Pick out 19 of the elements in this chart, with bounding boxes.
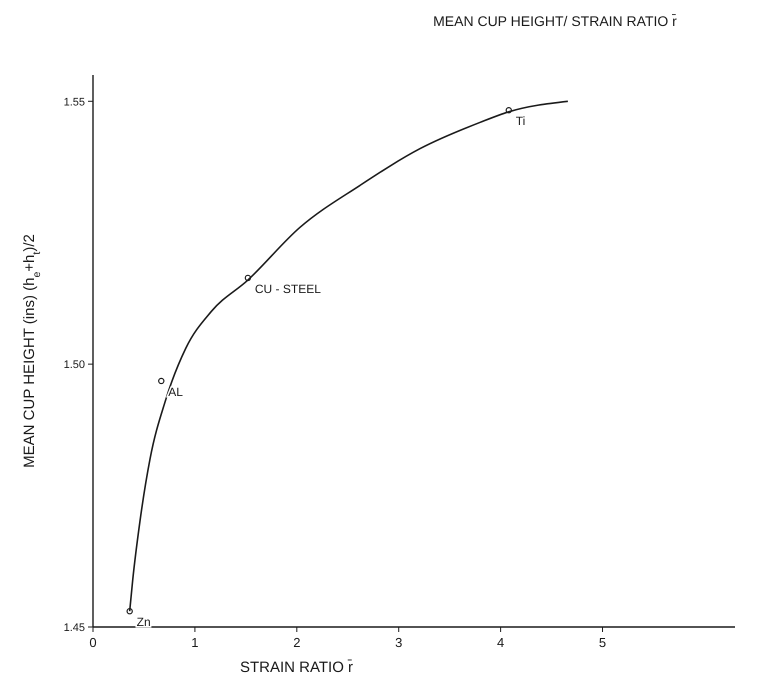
chart-title: MEAN CUP HEIGHT/ STRAIN RATIO r̄ [433,13,678,29]
y-tick-label: 1.50 [64,359,85,372]
y-tick-label: 1.45 [64,622,85,634]
x-tick-label: 1 [191,635,199,650]
x-tick-label: 5 [598,635,606,650]
x-tick-label: 4 [497,635,504,650]
annotation: Zn [136,615,151,630]
x-tick-label: 0 [89,635,97,650]
point [506,107,512,114]
point [126,608,133,614]
y-tick-label: 1.55 [64,96,85,108]
annotation: CU - STEEL [254,282,322,296]
point [158,378,164,384]
annotation: Ti [516,114,526,128]
point [244,274,252,282]
x-axis-title: STRAIN RATIO r̄ [240,659,354,676]
annotation: AL [168,384,184,399]
x-tick-label: 2 [293,635,300,650]
x-tick-label: 3 [395,635,402,650]
